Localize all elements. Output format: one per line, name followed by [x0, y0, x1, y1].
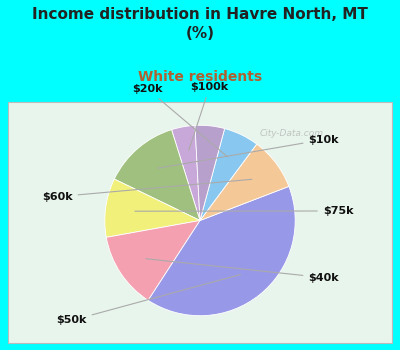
Text: White residents: White residents [138, 70, 262, 84]
Text: $50k: $50k [56, 274, 240, 326]
FancyBboxPatch shape [8, 102, 392, 343]
Text: $10k: $10k [158, 135, 339, 168]
Text: Income distribution in Havre North, MT
(%): Income distribution in Havre North, MT (… [32, 7, 368, 41]
Wedge shape [106, 220, 200, 300]
Text: $100k: $100k [189, 82, 228, 150]
Wedge shape [148, 187, 295, 316]
Text: City-Data.com: City-Data.com [260, 128, 324, 138]
Wedge shape [200, 144, 289, 220]
Wedge shape [195, 125, 225, 220]
Wedge shape [200, 128, 257, 220]
Wedge shape [172, 125, 200, 220]
Wedge shape [105, 179, 200, 237]
Text: $20k: $20k [132, 84, 228, 157]
Text: $40k: $40k [146, 259, 339, 282]
Wedge shape [114, 130, 200, 220]
Text: $75k: $75k [135, 206, 353, 216]
Text: $60k: $60k [42, 179, 252, 202]
